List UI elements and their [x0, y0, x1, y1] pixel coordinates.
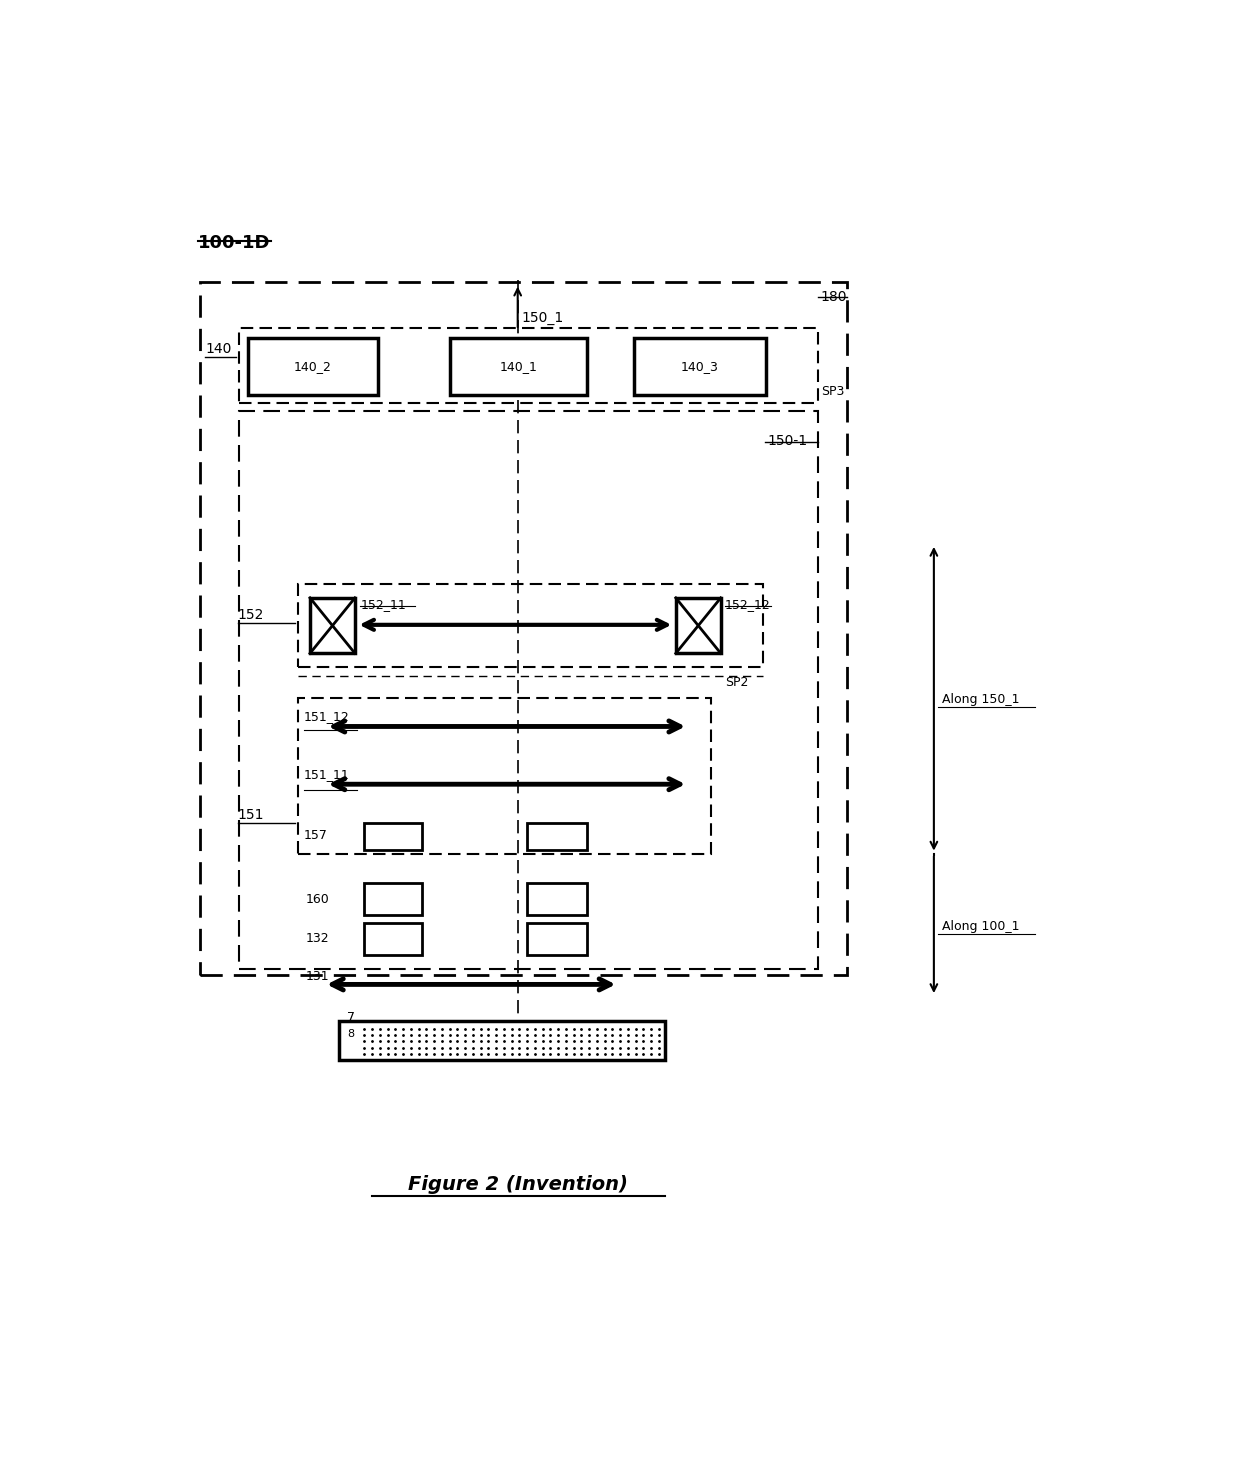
Text: 151_12: 151_12 — [304, 710, 350, 723]
Bar — [340, 1022, 665, 1060]
Text: 157: 157 — [304, 828, 327, 841]
Bar — [200, 281, 847, 975]
Text: 151_11: 151_11 — [304, 768, 350, 781]
Bar — [676, 598, 720, 654]
Bar — [365, 922, 423, 956]
Bar — [248, 337, 378, 396]
Text: 152: 152 — [238, 608, 264, 622]
Bar — [299, 698, 712, 853]
Text: 140_2: 140_2 — [294, 361, 332, 374]
Text: 140_1: 140_1 — [500, 361, 537, 374]
Bar — [310, 598, 355, 654]
Text: 150_1: 150_1 — [522, 311, 564, 324]
Text: SP3: SP3 — [822, 386, 844, 399]
Bar — [527, 922, 588, 956]
Text: 160: 160 — [306, 893, 330, 906]
Bar — [527, 883, 588, 915]
Bar — [238, 410, 817, 969]
Bar — [299, 583, 764, 667]
Bar — [527, 822, 588, 850]
Text: 152_11: 152_11 — [361, 598, 407, 611]
Text: 8: 8 — [347, 1029, 355, 1039]
Text: 7: 7 — [347, 1012, 355, 1025]
Text: 140_3: 140_3 — [681, 361, 719, 374]
Bar — [238, 327, 817, 403]
Bar — [365, 822, 423, 850]
Bar — [634, 337, 766, 396]
Bar — [365, 883, 423, 915]
Text: 140: 140 — [206, 342, 232, 356]
Text: Figure 2 (Invention): Figure 2 (Invention) — [408, 1176, 627, 1195]
Text: 150-1: 150-1 — [768, 434, 807, 449]
Text: 131: 131 — [306, 970, 330, 982]
Text: 152_12: 152_12 — [724, 598, 770, 611]
Text: SP2: SP2 — [724, 676, 748, 689]
Text: 151: 151 — [238, 808, 264, 822]
Text: 180: 180 — [820, 290, 847, 303]
Bar — [449, 337, 588, 396]
Text: 132: 132 — [306, 932, 330, 944]
Text: Along 150_1: Along 150_1 — [941, 693, 1019, 707]
Text: Along 100_1: Along 100_1 — [941, 921, 1019, 934]
Text: 100-1D: 100-1D — [197, 233, 270, 252]
